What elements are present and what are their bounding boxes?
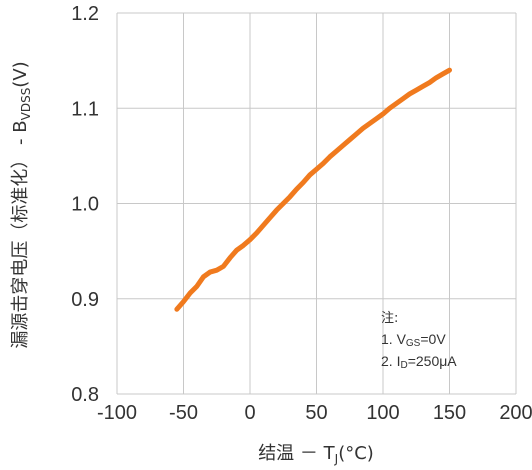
- note-id-prefix: 2. I: [381, 353, 400, 369]
- note-vgs-subscript: GS: [406, 338, 421, 349]
- series-line: [174, 67, 452, 312]
- y-tick-label: 1.1: [71, 98, 99, 120]
- x-tick-label: 200: [499, 402, 532, 424]
- y-axis-label: 漏源击穿电压（标准化） - BVDSS(V): [10, 61, 33, 348]
- note-id-suffix: =250μA: [408, 353, 458, 369]
- note-id-subscript: D: [400, 360, 407, 371]
- y-axis-label-subscript: VDSS: [19, 88, 33, 121]
- x-axis-label-unit: (°C): [338, 443, 374, 464]
- x-tick-label: -100: [97, 402, 137, 424]
- y-tick-label: 0.8: [71, 384, 99, 406]
- y-tick-label: 1.0: [71, 194, 99, 216]
- note-vgs: 1. VGS=0V: [381, 331, 446, 349]
- y-axis-label-main: 漏源击穿电压（标准化） - B: [10, 120, 31, 348]
- x-tick-label: 100: [366, 402, 399, 424]
- notes-title: 注:: [381, 311, 398, 326]
- series-layer: [174, 67, 452, 312]
- note-vgs-prefix: 1. V: [381, 331, 407, 347]
- note-id: 2. ID=250μA: [381, 353, 457, 371]
- x-axis-label-subscript: J: [334, 452, 339, 466]
- x-axis-label: 结温 － TJ(°C): [258, 443, 374, 466]
- x-tick-label: 150: [433, 402, 466, 424]
- y-tick-label: 0.9: [71, 289, 99, 311]
- x-tick-label: 50: [305, 402, 327, 424]
- tick-labels: -100 -50 0 50 100 150 200 0.8 0.9 1.0 1.1 1.2: [71, 3, 532, 424]
- y-tick-label: 1.2: [71, 3, 99, 25]
- x-tick-label: -50: [169, 402, 198, 424]
- x-tick-label: 0: [244, 402, 255, 424]
- x-axis-label-main: 结温 － T: [258, 443, 335, 464]
- y-axis-label-unit: (V): [10, 61, 31, 87]
- notes-annotation: 注: 1. VGS=0V 2. ID=250μA: [381, 311, 457, 371]
- note-vgs-suffix: =0V: [420, 331, 446, 347]
